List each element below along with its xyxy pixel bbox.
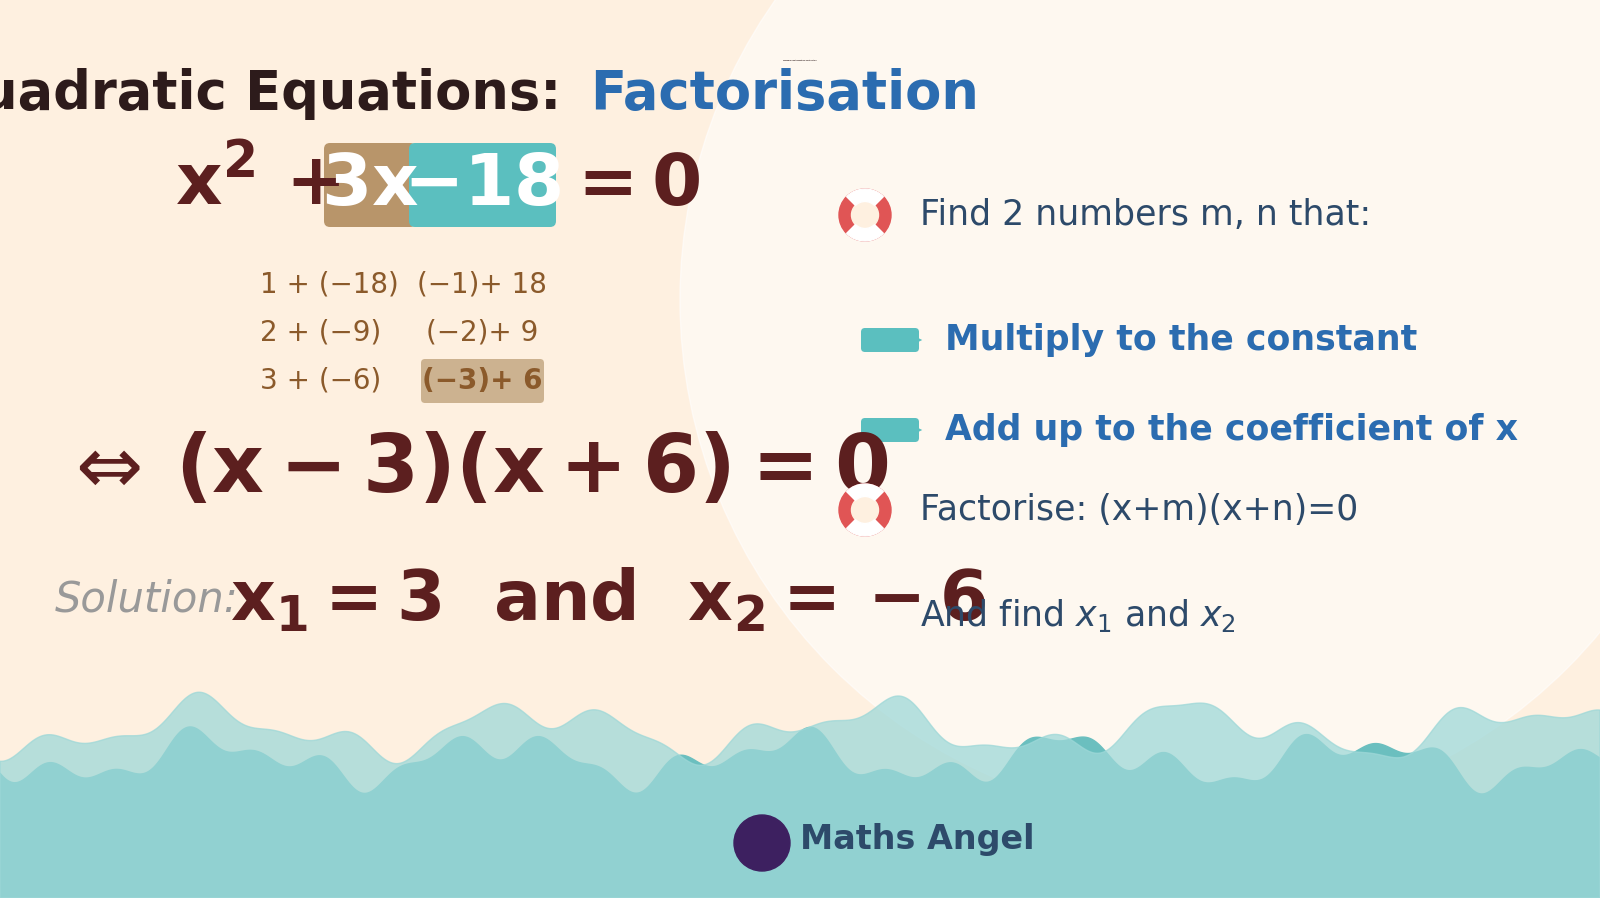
Text: Find 2 numbers m, n that:: Find 2 numbers m, n that:: [920, 198, 1371, 232]
Polygon shape: [0, 727, 1600, 898]
Text: (−2)+ 9: (−2)+ 9: [426, 319, 538, 347]
FancyBboxPatch shape: [421, 359, 544, 403]
Wedge shape: [846, 189, 883, 206]
Text: $\mathbf{x_1 = 3}$  $\mathbf{and}$  $\mathbf{x_2 = -6}$: $\mathbf{x_1 = 3}$ $\mathbf{and}$ $\math…: [230, 566, 986, 634]
Circle shape: [734, 815, 790, 871]
FancyBboxPatch shape: [861, 328, 918, 352]
Text: $\mathbf{(x - 3)(x + 6) = 0}$: $\mathbf{(x - 3)(x + 6) = 0}$: [174, 431, 888, 509]
Circle shape: [851, 497, 878, 524]
Text: Solving Quadratic Equations:: Solving Quadratic Equations:: [0, 68, 579, 120]
FancyBboxPatch shape: [861, 418, 918, 442]
Text: $\mathbf{3x}$: $\mathbf{3x}$: [322, 151, 419, 219]
Text: $\mathbf{+}$: $\mathbf{+}$: [285, 151, 339, 219]
Circle shape: [851, 201, 878, 228]
Text: $\mathbf{= 0}$: $\mathbf{= 0}$: [563, 151, 701, 219]
FancyBboxPatch shape: [410, 143, 557, 227]
Text: $\Leftrightarrow$: $\Leftrightarrow$: [61, 431, 141, 509]
Text: And find $x_1$ and $x_2$: And find $x_1$ and $x_2$: [920, 596, 1235, 633]
Text: $\mathbf{x^2}$: $\mathbf{x^2}$: [174, 149, 254, 221]
Text: Maths Angel: Maths Angel: [800, 823, 1035, 857]
Text: Solution:: Solution:: [54, 579, 238, 621]
Wedge shape: [846, 520, 883, 536]
Text: (−1)+ 18: (−1)+ 18: [418, 271, 547, 299]
Text: Solving Quadratic Equations: Factorisation: Solving Quadratic Equations: Factorisati…: [782, 60, 818, 61]
Wedge shape: [846, 484, 883, 500]
Text: Factorisation: Factorisation: [590, 68, 979, 120]
Text: (−3)+ 6: (−3)+ 6: [422, 367, 542, 395]
Text: 3 + (−6): 3 + (−6): [259, 367, 381, 395]
Polygon shape: [0, 692, 1600, 898]
Text: Add up to the coefficient of x: Add up to the coefficient of x: [946, 413, 1518, 447]
Text: 1 + (−18): 1 + (−18): [259, 271, 398, 299]
Circle shape: [838, 189, 891, 241]
Text: $\mathbf{- 18}$: $\mathbf{- 18}$: [403, 151, 562, 219]
Text: Factorise: (x+m)(x+n)=0: Factorise: (x+m)(x+n)=0: [920, 493, 1358, 527]
Circle shape: [838, 484, 891, 536]
Circle shape: [680, 0, 1600, 820]
FancyBboxPatch shape: [323, 143, 416, 227]
Text: Multiply to the constant: Multiply to the constant: [946, 323, 1418, 357]
Wedge shape: [846, 224, 883, 241]
Text: 2 + (−9): 2 + (−9): [259, 319, 381, 347]
